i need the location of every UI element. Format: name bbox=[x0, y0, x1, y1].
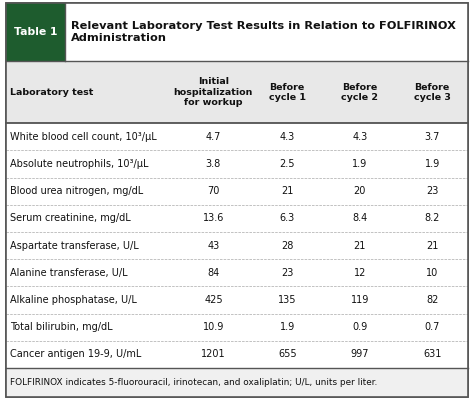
Text: Absolute neutrophils, 10³/μL: Absolute neutrophils, 10³/μL bbox=[10, 159, 149, 169]
Text: 12: 12 bbox=[354, 268, 366, 278]
Text: 13.6: 13.6 bbox=[203, 213, 224, 223]
Text: 425: 425 bbox=[204, 295, 223, 305]
Bar bbox=[6, 150, 468, 178]
Bar bbox=[6, 368, 468, 397]
Text: Before
cycle 1: Before cycle 1 bbox=[269, 82, 306, 102]
Text: Before
cycle 3: Before cycle 3 bbox=[414, 82, 451, 102]
Text: 23: 23 bbox=[426, 186, 438, 196]
Text: 3.7: 3.7 bbox=[425, 132, 440, 142]
Text: 8.4: 8.4 bbox=[352, 213, 367, 223]
Bar bbox=[6, 3, 65, 61]
Text: Table 1: Table 1 bbox=[14, 27, 57, 37]
Text: 70: 70 bbox=[207, 186, 219, 196]
Text: Aspartate transferase, U/L: Aspartate transferase, U/L bbox=[10, 240, 139, 250]
Text: 84: 84 bbox=[207, 268, 219, 278]
Text: 23: 23 bbox=[281, 268, 293, 278]
Bar bbox=[6, 123, 468, 150]
Text: 1.9: 1.9 bbox=[425, 159, 440, 169]
Text: 4.7: 4.7 bbox=[206, 132, 221, 142]
Text: 1201: 1201 bbox=[201, 350, 226, 359]
Text: 6.3: 6.3 bbox=[280, 213, 295, 223]
Text: 21: 21 bbox=[426, 240, 438, 250]
Text: 0.9: 0.9 bbox=[352, 322, 367, 332]
Text: 10.9: 10.9 bbox=[203, 322, 224, 332]
Bar bbox=[6, 314, 468, 341]
Text: 8.2: 8.2 bbox=[425, 213, 440, 223]
Text: 631: 631 bbox=[423, 350, 441, 359]
Text: 3.8: 3.8 bbox=[206, 159, 221, 169]
Text: 28: 28 bbox=[281, 240, 293, 250]
Text: 82: 82 bbox=[426, 295, 438, 305]
Text: Initial
hospitalization
for workup: Initial hospitalization for workup bbox=[173, 77, 253, 107]
Bar bbox=[6, 286, 468, 314]
Text: Blood urea nitrogen, mg/dL: Blood urea nitrogen, mg/dL bbox=[10, 186, 144, 196]
Text: 119: 119 bbox=[351, 295, 369, 305]
Bar bbox=[6, 205, 468, 232]
Text: 1.9: 1.9 bbox=[352, 159, 367, 169]
Bar bbox=[6, 259, 468, 286]
Bar bbox=[6, 61, 468, 123]
Text: 4.3: 4.3 bbox=[280, 132, 295, 142]
Bar bbox=[6, 232, 468, 259]
Text: 21: 21 bbox=[281, 186, 293, 196]
Text: 0.7: 0.7 bbox=[425, 322, 440, 332]
Bar bbox=[6, 178, 468, 205]
Text: 20: 20 bbox=[354, 186, 366, 196]
Text: 4.3: 4.3 bbox=[352, 132, 367, 142]
Text: Before
cycle 2: Before cycle 2 bbox=[341, 82, 378, 102]
Text: Alkaline phosphatase, U/L: Alkaline phosphatase, U/L bbox=[10, 295, 137, 305]
Text: 1.9: 1.9 bbox=[280, 322, 295, 332]
Bar bbox=[65, 3, 468, 61]
Text: Total bilirubin, mg/dL: Total bilirubin, mg/dL bbox=[10, 322, 113, 332]
Text: White blood cell count, 10³/μL: White blood cell count, 10³/μL bbox=[10, 132, 157, 142]
Text: 2.5: 2.5 bbox=[280, 159, 295, 169]
Text: 655: 655 bbox=[278, 350, 297, 359]
Text: 43: 43 bbox=[207, 240, 219, 250]
Text: Cancer antigen 19-9, U/mL: Cancer antigen 19-9, U/mL bbox=[10, 350, 142, 359]
Text: FOLFIRINOX indicates 5-fluorouracil, irinotecan, and oxaliplatin; U/L, units per: FOLFIRINOX indicates 5-fluorouracil, iri… bbox=[10, 378, 378, 387]
Text: 135: 135 bbox=[278, 295, 296, 305]
Text: Relevant Laboratory Test Results in Relation to FOLFIRINOX
Administration: Relevant Laboratory Test Results in Rela… bbox=[71, 21, 456, 43]
Text: Serum creatinine, mg/dL: Serum creatinine, mg/dL bbox=[10, 213, 131, 223]
Bar bbox=[6, 341, 468, 368]
Text: Alanine transferase, U/L: Alanine transferase, U/L bbox=[10, 268, 128, 278]
Text: 10: 10 bbox=[426, 268, 438, 278]
Text: 21: 21 bbox=[354, 240, 366, 250]
Text: 997: 997 bbox=[351, 350, 369, 359]
Text: Laboratory test: Laboratory test bbox=[10, 88, 94, 97]
